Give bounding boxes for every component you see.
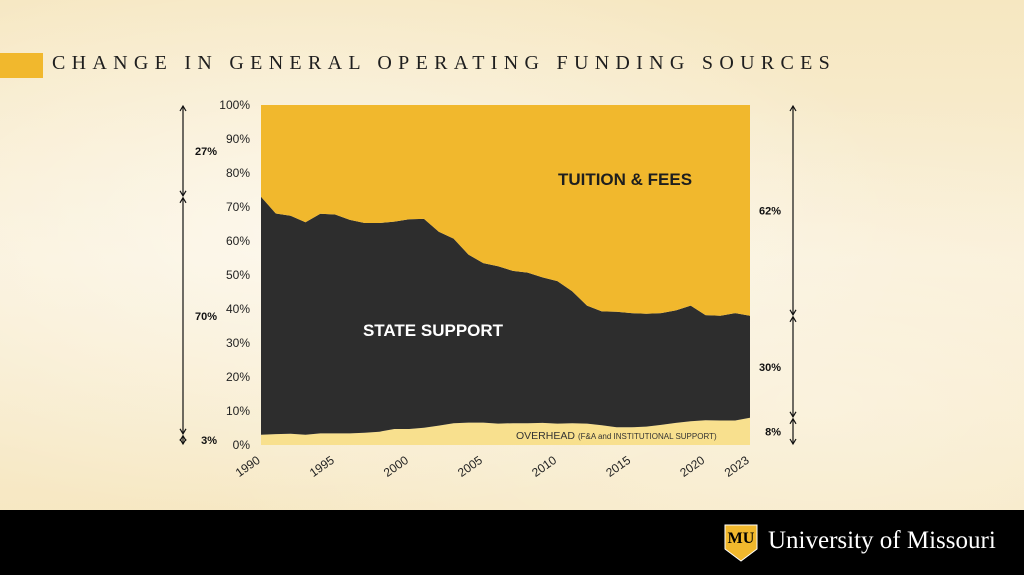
bracket-27pct: 27% [179,104,217,197]
y-tick-label: 30% [226,336,250,350]
y-tick-label: 60% [226,234,250,248]
y-tick-label: 40% [226,302,250,316]
right-brackets: 62% 30% 8% [759,104,797,446]
overhead-label-sub: (F&A and INSTITUTIONAL SUPPORT) [578,432,717,441]
x-tick-label: 2000 [381,453,411,480]
bracket-3pct: 3% [179,434,217,447]
series-label-tuition: TUITION & FEES [558,170,692,189]
y-tick-label: 10% [226,404,250,418]
x-tick-label: 1990 [233,453,263,480]
left-brackets: 27% 70% 3% [179,104,217,447]
page-title: CHANGE IN GENERAL OPERATING FUNDING SOUR… [52,52,837,74]
university-name: University of Missouri [768,527,996,554]
overhead-label-main: OVERHEAD [516,430,575,442]
x-tick-label: 2023 [722,453,752,480]
logo-letters: MU [728,530,755,547]
y-tick-label: 90% [226,132,250,146]
bracket-62pct: 62% [759,104,797,316]
bracket-70pct: 70% [179,196,217,435]
y-tick-label: 0% [233,438,251,452]
bracket-8pct: 8% [765,417,797,446]
y-tick-label: 70% [226,200,250,214]
y-tick-label: 50% [226,268,250,282]
bracket-label: 62% [759,205,781,217]
y-axis: 0% 10% 20% 30% 40% 50% 60% 70% 80% 90% 100% [219,98,250,452]
bracket-label: 30% [759,362,781,374]
y-tick-label: 20% [226,370,250,384]
bracket-label: 70% [195,311,217,323]
bracket-label: 8% [765,426,781,438]
bracket-label: 27% [195,146,217,158]
x-tick-label: 2010 [529,453,559,480]
x-axis: 1990 1995 2000 2005 2010 2015 2020 2023 [233,453,752,480]
y-tick-label: 100% [219,98,250,112]
bracket-label: 3% [201,435,217,447]
area-series-0 [261,417,750,445]
funding-sources-chart: TUITION & FEES STATE SUPPORT OVERHEAD (F&… [179,98,797,480]
bracket-30pct: 30% [759,315,797,418]
area-series-1 [261,196,750,435]
mu-logo: MU [724,524,758,562]
series-label-state: STATE SUPPORT [363,321,504,340]
title-accent-bar [0,53,43,78]
area-series-2 [261,105,750,316]
series-label-overhead: OVERHEAD (F&A and INSTITUTIONAL SUPPORT) [516,430,717,442]
y-tick-label: 80% [226,166,250,180]
x-tick-label: 2015 [603,453,633,480]
x-tick-label: 2020 [677,453,707,480]
footer-bar: MU University of Missouri [0,510,1024,575]
x-tick-label: 1995 [307,453,337,480]
area-layers [261,105,750,445]
x-tick-label: 2005 [455,453,485,480]
